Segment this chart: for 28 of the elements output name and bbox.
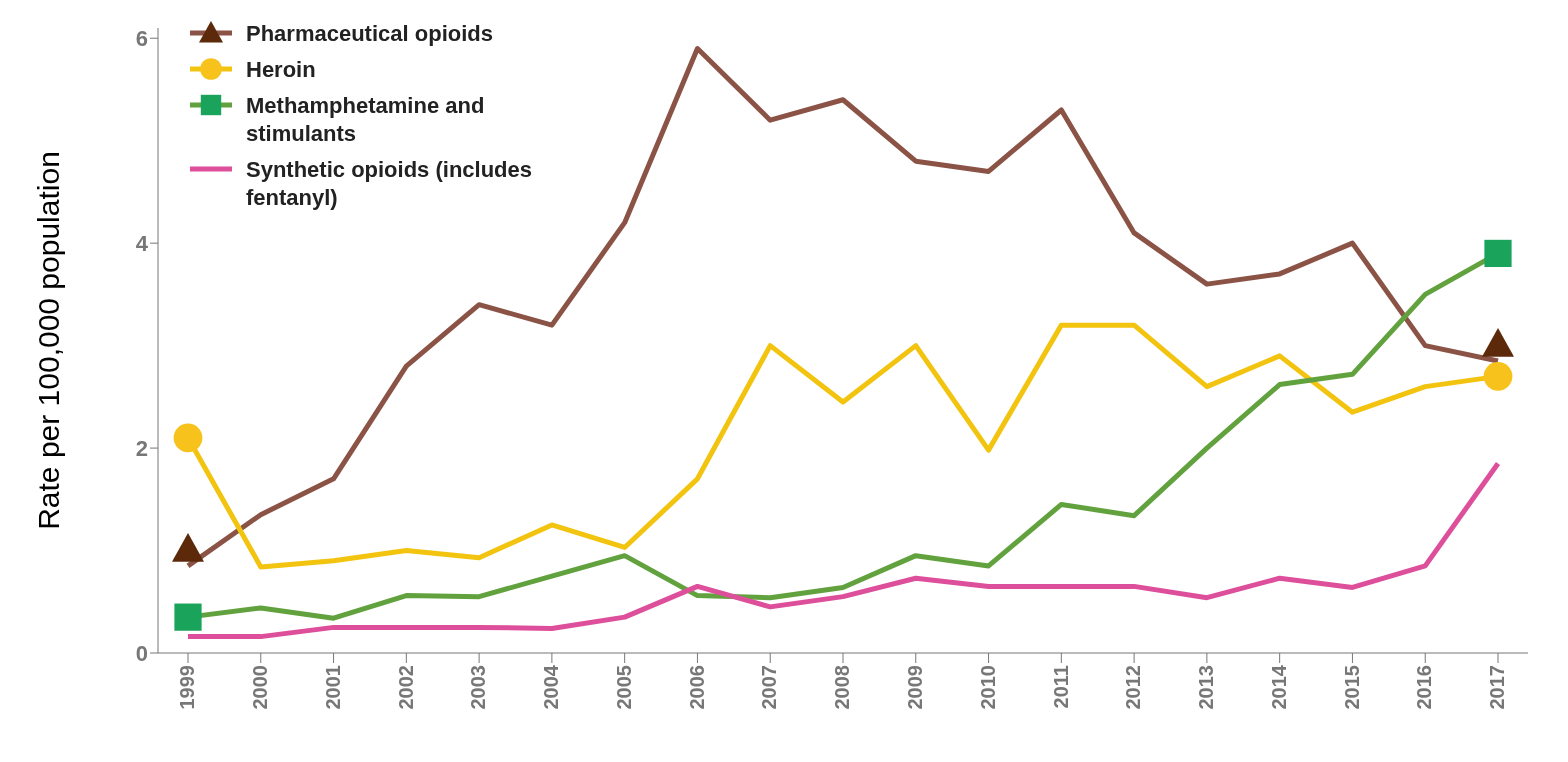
x-tick-label: 2007 xyxy=(758,665,781,710)
x-tick-label: 2013 xyxy=(1195,665,1218,710)
x-tick-label: 1999 xyxy=(176,665,199,710)
x-tick-label: 2004 xyxy=(540,664,563,710)
x-tick-label: 2008 xyxy=(831,665,854,710)
x-tick-label: 2002 xyxy=(394,665,417,710)
x-tick-label: 2014 xyxy=(1267,664,1290,710)
legend-label: Methamphetamine and stimulants xyxy=(246,92,486,148)
x-tick-label: 2010 xyxy=(976,665,999,710)
legend-label: Synthetic opioids (includes fentanyl) xyxy=(246,156,534,212)
y-tick-label: 2 xyxy=(135,435,148,461)
x-tick-label: 2000 xyxy=(248,665,271,710)
x-tick-label: 2011 xyxy=(1049,665,1072,709)
y-tick-label: 0 xyxy=(135,640,148,666)
y-axis-title: Rate per 100,000 population xyxy=(31,151,65,530)
x-tick-label: 2001 xyxy=(321,665,344,710)
y-tick-label: 4 xyxy=(135,230,149,256)
y-tick-label: 6 xyxy=(135,26,148,52)
x-tick-label: 2006 xyxy=(685,665,708,710)
legend-label: Pharmaceutical opioids xyxy=(246,20,494,48)
x-tick-label: 2009 xyxy=(903,665,926,710)
x-tick-label: 2005 xyxy=(612,665,635,710)
x-tick-label: 2003 xyxy=(467,665,490,710)
x-tick-label: 2016 xyxy=(1413,665,1436,710)
legend-label: Heroin xyxy=(246,56,317,84)
x-tick-label: 2012 xyxy=(1122,665,1145,710)
x-tick-label: 2015 xyxy=(1340,665,1363,710)
x-tick-label: 2017 xyxy=(1486,665,1509,710)
